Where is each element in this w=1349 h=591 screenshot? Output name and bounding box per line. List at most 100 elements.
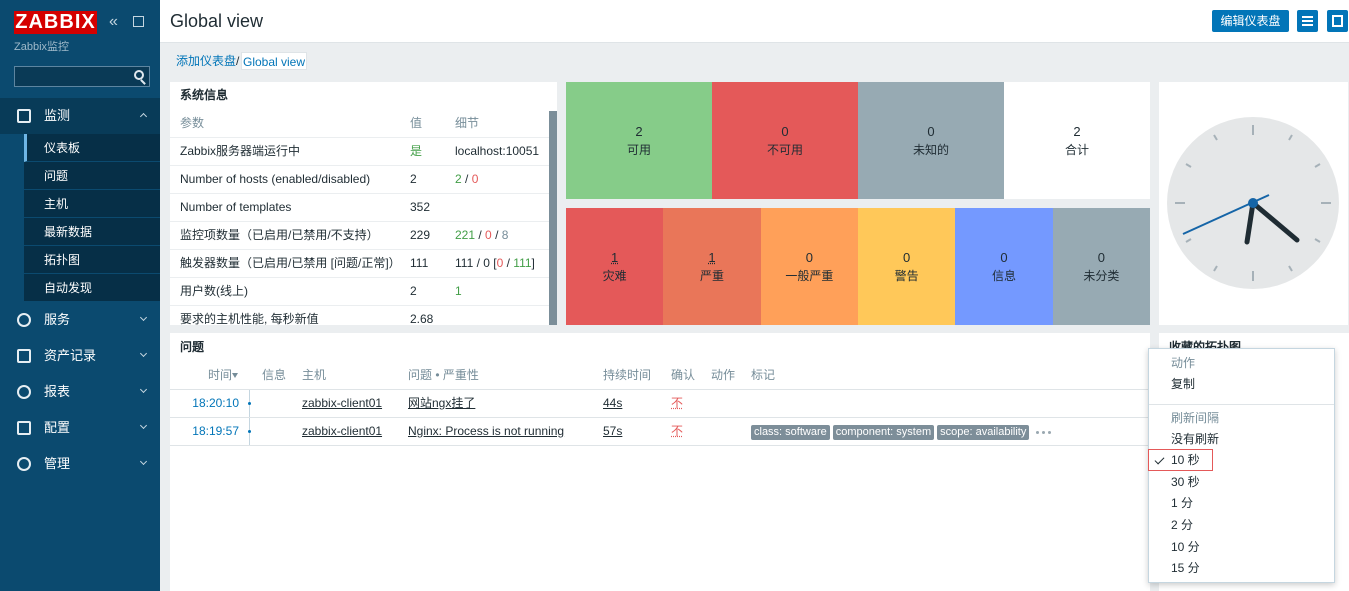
- submenu-label: 最新数据: [44, 225, 93, 239]
- column-header: 细节: [455, 116, 480, 130]
- menu-arrow: [139, 385, 148, 394]
- severity-label: 一般严重: [785, 269, 834, 283]
- row-border: [170, 277, 549, 278]
- ack-cell[interactable]: 不: [671, 396, 684, 410]
- severity-count[interactable]: 0: [805, 250, 813, 265]
- severity-cell[interactable]: [566, 208, 664, 325]
- column-header: 主机: [302, 368, 327, 382]
- availability-count: 2: [1073, 124, 1081, 139]
- menu-item[interactable]: 10 分: [1171, 539, 1200, 554]
- problem-cell[interactable]: Nginx: Process is not running: [408, 424, 565, 438]
- row-border: [170, 445, 1150, 446]
- param-cell: 要求的主机性能, 每秒新值: [180, 312, 319, 326]
- icon-expand: [1332, 15, 1343, 27]
- problem-cell[interactable]: 网站ngx挂了: [408, 396, 476, 410]
- severity-count[interactable]: 1: [611, 250, 619, 265]
- menu-arrow: [139, 112, 148, 121]
- menu-item[interactable]: 30 秒: [1171, 474, 1200, 489]
- duration-cell[interactable]: 57s: [603, 424, 623, 438]
- host-cell[interactable]: zabbix-client01: [302, 424, 383, 438]
- detail-cell: 221 / 0 / 8: [455, 227, 508, 243]
- time-cell[interactable]: 18:20:10: [192, 396, 239, 410]
- row-border: [170, 137, 549, 138]
- severity-cell[interactable]: [955, 208, 1053, 325]
- row-border: [170, 193, 549, 194]
- menu-icon: [17, 457, 31, 471]
- menu-item[interactable]: 10 秒: [1171, 453, 1200, 468]
- widget-title: 系统信息: [180, 88, 229, 102]
- severity-count[interactable]: 1: [708, 250, 716, 265]
- kiosk-button[interactable]: [133, 16, 144, 27]
- time-cell[interactable]: 18:19:57: [192, 424, 239, 438]
- kiosk-mode-button[interactable]: [1327, 10, 1348, 32]
- detail-part: 1: [455, 284, 462, 298]
- column-header: 参数: [180, 116, 205, 130]
- detail-part: 2: [455, 172, 462, 186]
- search-box[interactable]: [14, 66, 150, 87]
- value-cell: 111: [410, 256, 429, 270]
- submenu-item[interactable]: 主机: [24, 190, 160, 218]
- menu-item[interactable]: 管理: [0, 446, 160, 482]
- hour-hand: [1244, 200, 1256, 245]
- menu-item[interactable]: 配置: [0, 410, 160, 446]
- breadcrumb-current[interactable]: Global view: [241, 52, 307, 70]
- more-tags-dot: [1042, 431, 1046, 434]
- breadcrumb-link[interactable]: 添加仪表盘: [176, 54, 237, 68]
- submenu-item[interactable]: 问题: [24, 162, 160, 190]
- availability-label: 未知的: [912, 143, 949, 157]
- row-border: [170, 305, 549, 306]
- severity-cell[interactable]: [663, 208, 761, 325]
- column-header: 动作: [711, 368, 736, 382]
- tag: scope: availability: [937, 424, 1030, 440]
- widget-title: 问题: [180, 340, 205, 354]
- breadcrumb-separator: /: [236, 54, 240, 68]
- menu-icon: [17, 385, 31, 399]
- submenu-item[interactable]: 仪表板: [24, 134, 160, 162]
- severity-cell[interactable]: [858, 208, 956, 325]
- availability-label: 合计: [1064, 143, 1089, 157]
- menu-item[interactable]: 监测: [0, 98, 160, 134]
- severity-count[interactable]: 0: [1097, 250, 1105, 265]
- menu-item[interactable]: 15 分: [1171, 561, 1200, 576]
- value-cell: 2.68: [410, 312, 434, 326]
- submenu-item[interactable]: 自动发现: [24, 274, 160, 302]
- severity-cell[interactable]: [760, 208, 858, 325]
- host-cell[interactable]: zabbix-client01: [302, 396, 383, 410]
- menu-item[interactable]: 1 分: [1171, 496, 1194, 511]
- severity-count[interactable]: 0: [903, 250, 911, 265]
- availability-cell: [712, 82, 858, 199]
- icon-line: [1302, 24, 1313, 26]
- menu-item[interactable]: 服务: [0, 302, 160, 338]
- availability-count: 0: [781, 124, 789, 139]
- menu-item[interactable]: 2 分: [1171, 518, 1194, 532]
- value-cell: 229: [410, 228, 431, 242]
- row-border: [170, 221, 549, 222]
- menu-item[interactable]: 资产记录: [0, 338, 160, 374]
- server-name: Zabbix监控: [14, 41, 70, 53]
- actions-button[interactable]: [1297, 10, 1318, 32]
- menu-item[interactable]: 没有刷新: [1171, 431, 1220, 446]
- edit-dashboard-button[interactable]: 编辑仪表盘: [1212, 10, 1289, 32]
- timeline-dot: [248, 430, 251, 433]
- ack-cell[interactable]: 不: [671, 424, 684, 438]
- menu-item[interactable]: 复制: [1171, 377, 1196, 391]
- menu-item[interactable]: 报表: [0, 374, 160, 410]
- severity-count[interactable]: 0: [1000, 250, 1008, 265]
- detail-part: 0: [485, 228, 492, 242]
- submenu-item[interactable]: 拓扑图: [24, 246, 160, 274]
- detail-cell: 1: [455, 283, 462, 299]
- column-header[interactable]: 时间: [208, 368, 233, 382]
- menu-label: 报表: [44, 384, 71, 399]
- duration-cell[interactable]: 44s: [603, 396, 623, 410]
- column-header: 标记: [751, 368, 776, 382]
- menu-icon: [17, 349, 31, 363]
- clock-center: [1248, 198, 1258, 208]
- submenu-item[interactable]: 最新数据: [24, 218, 160, 246]
- severity-label: 严重: [699, 269, 724, 283]
- detail-part: /: [475, 228, 486, 242]
- clock-widget: [1159, 82, 1348, 325]
- severity-cell[interactable]: [1052, 208, 1150, 325]
- severity-label: 未分类: [1083, 269, 1120, 283]
- collapse-button[interactable]: «: [109, 13, 118, 30]
